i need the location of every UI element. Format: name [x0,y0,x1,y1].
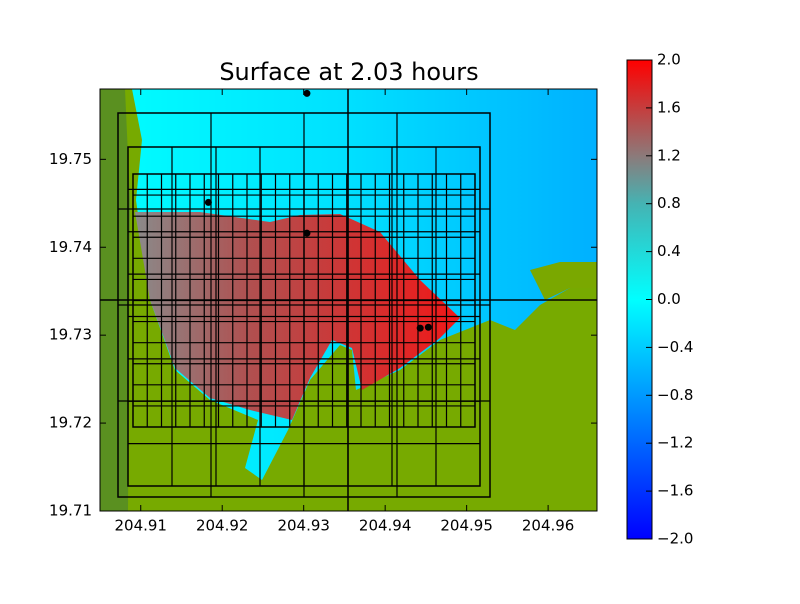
amr-grids [100,89,597,511]
y-tick-label: 19.72 [49,414,92,432]
colorbar-tick-label: 0.0 [657,290,681,308]
y-tick-label: 19.71 [49,502,92,520]
gauge-point [204,198,212,206]
colorbar-tick-label: 2.0 [657,51,681,69]
plot-frame [99,88,598,512]
colorbar-tick-label: 1.6 [657,98,681,116]
land-ne [530,262,597,300]
gauge-point [303,89,311,97]
x-tick-label: 204.94 [359,517,412,535]
y-tick-label: 19.73 [49,326,92,344]
chart-title: Surface at 2.03 hours [219,58,478,86]
x-tick-label: 204.93 [277,517,330,535]
colorbar-tick-label: −1.2 [657,434,693,452]
x-tick-label: 204.96 [522,517,575,535]
gauge-point [303,229,311,237]
x-tick-label: 204.95 [440,517,493,535]
colorbar-tick-label: −0.4 [657,338,693,356]
colorbar-tick-label: −1.6 [657,482,693,500]
x-tick-label: 204.92 [196,517,249,535]
colorbar-tick-label: 1.2 [657,146,681,164]
gauge-point [424,323,432,331]
colorbar-tick-label: −2.0 [657,530,693,548]
x-tick-label: 204.91 [114,517,167,535]
colorbar-tick-label: −0.8 [657,386,693,404]
colorbar-tick-label: 0.8 [657,194,681,212]
colorbar-tick-label: 0.4 [657,242,681,260]
gauge-point [416,324,424,332]
y-tick-label: 19.75 [49,150,92,168]
y-tick-label: 19.74 [49,238,92,256]
